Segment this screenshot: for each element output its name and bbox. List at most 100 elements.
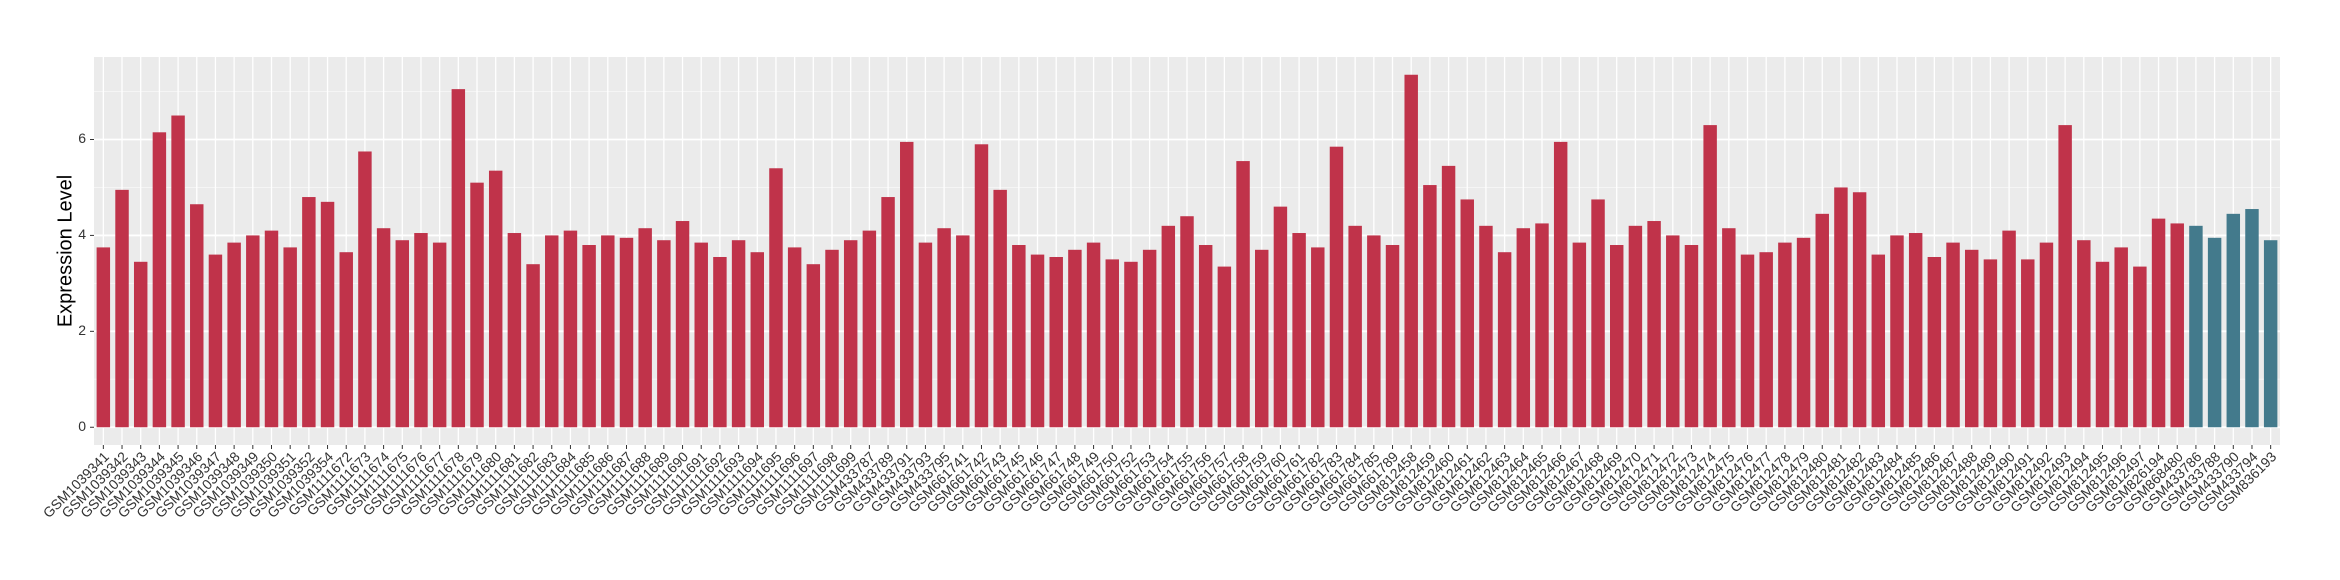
bar (1273, 206, 1288, 428)
bar (227, 242, 241, 428)
bar (619, 237, 634, 428)
bar (339, 252, 353, 428)
bar (1255, 249, 1269, 428)
bar (190, 204, 204, 428)
bar (974, 144, 989, 428)
bar (862, 230, 877, 428)
bar (1142, 249, 1157, 428)
bar (1423, 185, 1437, 428)
bar (395, 240, 410, 428)
bar (2263, 240, 2278, 428)
bar (1908, 233, 1923, 428)
bar (526, 264, 540, 428)
bar (843, 240, 858, 428)
bar (1628, 225, 1643, 428)
bar (1460, 199, 1474, 428)
bar (1983, 259, 1998, 428)
bar (283, 247, 297, 428)
bar (900, 141, 914, 428)
bar (1871, 254, 1886, 428)
bar (376, 228, 391, 428)
bar (1441, 165, 1456, 428)
bar (1198, 245, 1213, 428)
bar (2207, 237, 2222, 428)
bar (1217, 266, 1232, 428)
bar (2189, 225, 2203, 428)
bar (2058, 125, 2072, 428)
bar (451, 89, 466, 428)
bar (1086, 242, 1101, 428)
bar (713, 256, 727, 428)
bar (787, 247, 802, 428)
bar (657, 240, 671, 428)
bar (1591, 199, 1605, 428)
bar (1385, 245, 1400, 428)
bar (1834, 187, 1848, 428)
bar (731, 240, 746, 428)
bar (2095, 261, 2110, 428)
bar (1815, 213, 1829, 428)
bar (956, 235, 970, 428)
bar (1311, 247, 1325, 428)
bar (1180, 216, 1194, 428)
bar (133, 261, 148, 428)
bar (1796, 237, 1811, 428)
bar (302, 197, 316, 428)
y-tick-label: 4 (78, 226, 86, 242)
bar (918, 242, 933, 428)
bar (563, 230, 578, 428)
bar (2021, 259, 2035, 428)
bar (264, 230, 279, 428)
bar (545, 235, 559, 428)
bar (806, 264, 821, 428)
bar (1666, 235, 1680, 428)
bar (2226, 213, 2241, 428)
bar (1927, 256, 1942, 428)
bar (470, 182, 484, 428)
bar (1292, 233, 1306, 428)
bar (2170, 223, 2184, 428)
bar (1068, 249, 1082, 428)
bar (1535, 223, 1549, 428)
bar (507, 233, 522, 428)
bar (582, 245, 596, 428)
bar (1236, 161, 1250, 428)
bar (1329, 146, 1344, 428)
bar (1553, 141, 1568, 428)
bar (675, 221, 690, 428)
bar (2133, 266, 2147, 428)
bar (1030, 254, 1045, 428)
y-axis-label: Expression Level (54, 175, 76, 327)
bar (1722, 228, 1736, 428)
bar (1852, 192, 1867, 428)
bar (2114, 247, 2128, 428)
bar (769, 168, 783, 428)
bar (1367, 235, 1381, 428)
bar (96, 247, 111, 428)
bar (358, 151, 372, 428)
bar (2039, 242, 2054, 428)
bar (246, 235, 260, 428)
bar (1348, 225, 1362, 428)
bar (432, 242, 447, 428)
bar (1404, 74, 1418, 428)
bar (1890, 235, 1904, 428)
bar (601, 235, 615, 428)
bar (1572, 242, 1587, 428)
bar (1161, 225, 1176, 428)
bar (937, 228, 951, 428)
bar (414, 233, 428, 428)
bar (1610, 245, 1624, 428)
bar (1124, 261, 1138, 428)
bar (1479, 225, 1493, 428)
bar (208, 254, 223, 428)
y-tick-label: 2 (78, 322, 86, 338)
bar (320, 201, 335, 428)
bar (152, 132, 167, 428)
bar (825, 249, 839, 428)
bar (1516, 228, 1531, 428)
bar (1703, 125, 1717, 428)
bar (1684, 245, 1699, 428)
y-tick-label: 0 (78, 418, 86, 434)
